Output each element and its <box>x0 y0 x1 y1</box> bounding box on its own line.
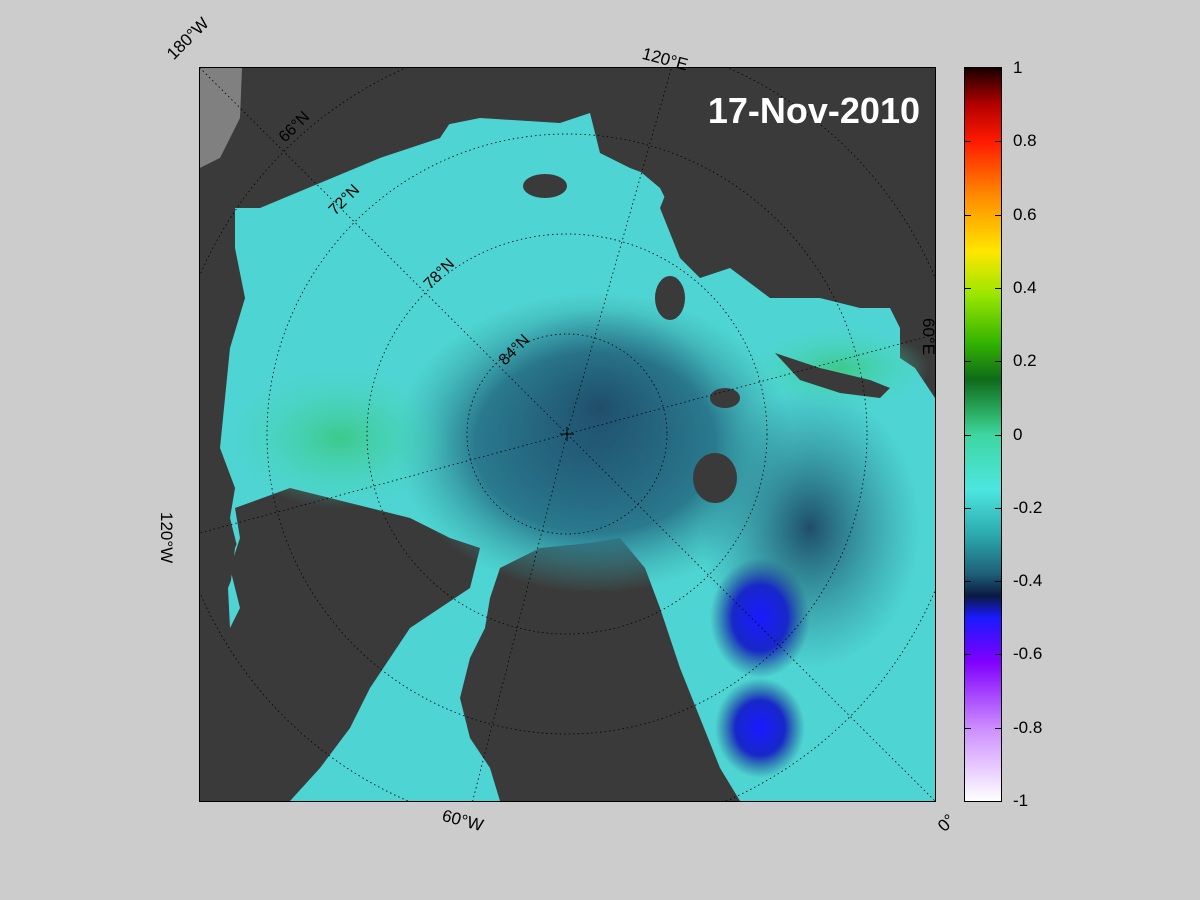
colorbar-tick-mark <box>995 654 1001 656</box>
colorbar-tick-label: 0.2 <box>1013 351 1037 371</box>
colorbar-tick-mark <box>965 68 971 69</box>
lon-label-60w: 60°W <box>440 806 486 836</box>
colorbar-tick-mark <box>965 801 971 802</box>
colorbar-tick-mark <box>965 434 971 436</box>
colorbar-tick-mark <box>995 361 1001 363</box>
colorbar-tick-mark <box>965 727 971 729</box>
colorbar-tick-mark <box>995 801 1001 802</box>
lon-label-120w: 120°W <box>157 512 176 564</box>
island <box>693 453 737 503</box>
colorbar-tick-label: 0.6 <box>1013 204 1037 224</box>
canadian-archipelago <box>200 488 480 801</box>
beaufort-green-field <box>230 368 450 508</box>
colorbar-tick-mark <box>965 214 971 216</box>
island <box>655 276 685 320</box>
central-arctic-field-2 <box>480 308 720 508</box>
greenland-sea-blue-field <box>710 558 810 678</box>
colorbar-tick-mark <box>995 434 1001 436</box>
lon-label-180w: 180°W <box>163 13 213 64</box>
colorbar-tick-mark <box>995 68 1001 69</box>
date-label: 17-Nov-2010 <box>708 90 920 131</box>
siberian-coast <box>600 68 935 308</box>
colorbar-tick-mark <box>965 141 971 143</box>
colorbar-tick-mark <box>995 141 1001 143</box>
arctic-map: 17-Nov-2010 66°N 72°N 78°N 84°N <box>199 67 936 802</box>
colorbar-tick-label: 1 <box>1013 58 1023 77</box>
colorbar-tick-label: -1 <box>1013 791 1029 810</box>
colorbar-tick-mark <box>995 287 1001 289</box>
masked-land <box>200 68 242 168</box>
colorbar-tick-label: -0.6 <box>1013 644 1043 664</box>
north-pole-marker <box>560 427 574 441</box>
novaya-zemlya <box>775 353 890 398</box>
colorbar-tick-mark <box>995 727 1001 729</box>
colorbar-tick-label: 0.8 <box>1013 131 1037 151</box>
colorbar-tick-mark <box>995 214 1001 216</box>
colorbar-tick-mark <box>965 581 971 583</box>
colorbar-tick-mark <box>995 507 1001 509</box>
latitude-circles <box>200 68 935 801</box>
colorbar-tick-label: -0.8 <box>1013 717 1043 737</box>
colorbar-tick-label: -0.4 <box>1013 571 1043 591</box>
colorbar-tick-label: 0 <box>1013 424 1023 444</box>
lon-label-0: 0° <box>934 810 959 836</box>
island <box>710 388 740 408</box>
island <box>523 174 567 198</box>
colorbar-tick-mark <box>965 287 971 289</box>
lon-label-60e: 60°E <box>919 318 938 356</box>
meridians <box>200 68 935 801</box>
greenland <box>460 538 740 801</box>
colorbar-tick-mark <box>995 581 1001 583</box>
greenland-sea-blue-field-2 <box>715 678 805 778</box>
colorbar-tick-mark <box>965 654 971 656</box>
colorbar-tick-mark <box>965 361 971 363</box>
colorbar-tick-label: -0.2 <box>1013 497 1043 517</box>
alaska-land <box>200 68 460 268</box>
colorbar-tick-mark <box>965 507 971 509</box>
colorbar-tick-label: 0.4 <box>1013 277 1037 297</box>
